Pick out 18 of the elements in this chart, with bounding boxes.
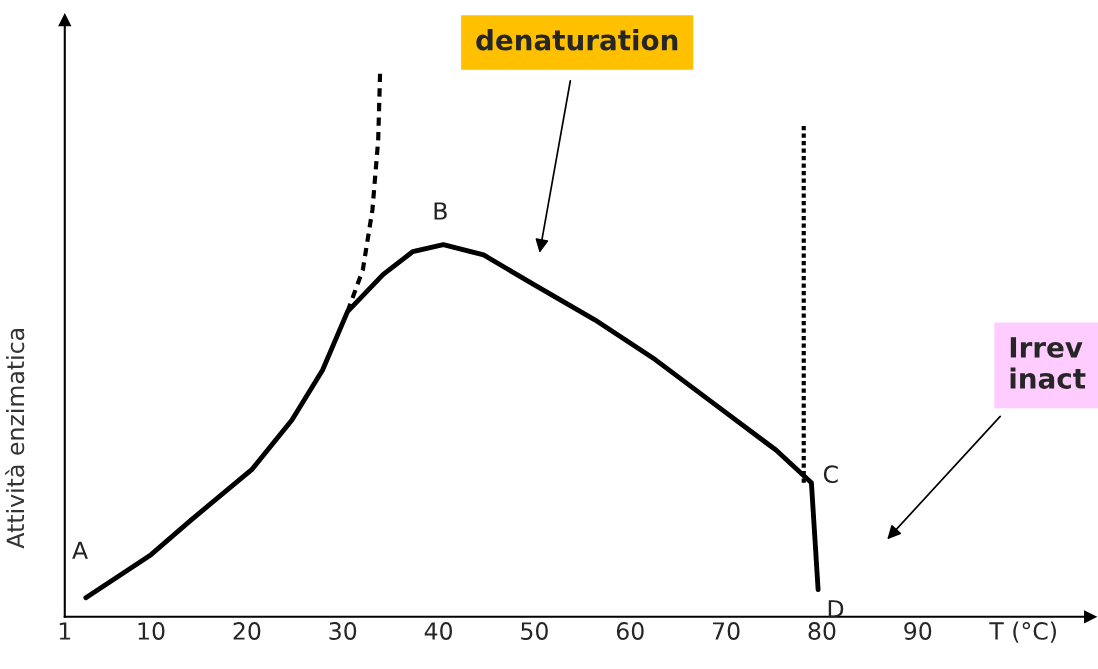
x-tick-label: 70 xyxy=(713,622,740,640)
annotation: C xyxy=(823,465,838,484)
x-tick-label: 60 xyxy=(616,622,644,640)
text: denaturation xyxy=(476,29,678,51)
x-tick-label: 1 xyxy=(59,622,71,640)
x-axis-title: T (°C) xyxy=(989,621,1056,643)
annotation: D xyxy=(828,600,844,618)
x-tick-label: 80 xyxy=(808,622,836,640)
annotation: Irrev inact xyxy=(1010,337,1086,389)
x-tick-label: 10 xyxy=(138,622,165,640)
x-tick-label: 50 xyxy=(521,622,548,640)
x-tick-label: 90 xyxy=(904,622,932,640)
x-tick-label: 20 xyxy=(233,622,261,640)
x-tick-label: 30 xyxy=(329,622,357,640)
y-axis-title: Attività enzimatica xyxy=(5,329,25,549)
annotation: B xyxy=(434,202,447,220)
x-tick-label: 40 xyxy=(424,622,453,640)
annotation: A xyxy=(72,541,88,559)
